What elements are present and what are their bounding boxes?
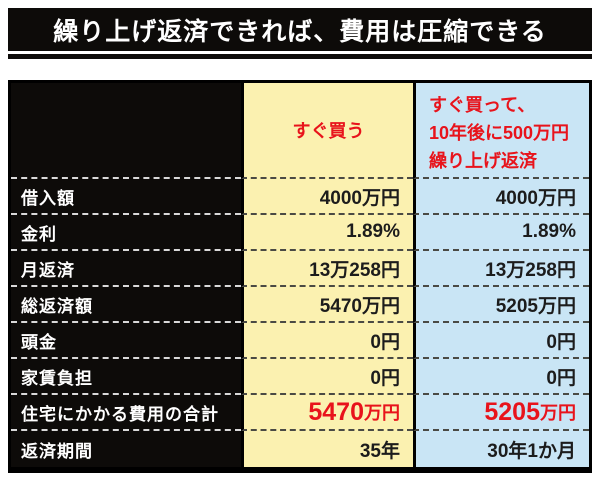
- value-early-repayment: 13万258円: [413, 251, 589, 287]
- value-buy-now: 0円: [241, 359, 413, 395]
- header-empty-cell: [11, 83, 241, 179]
- row-label: 家賃負担: [11, 359, 241, 395]
- value-buy-now: 0円: [241, 323, 413, 359]
- table-row-down-payment: 頭金 0円 0円: [11, 323, 589, 359]
- value-early-repayment: 0円: [413, 359, 589, 395]
- table-header-row: すぐ買う すぐ買って、 10年後に500万円 繰り上げ返済: [11, 83, 589, 179]
- value-buy-now: 13万258円: [241, 251, 413, 287]
- total-unit: 万円: [364, 403, 400, 423]
- value-buy-now: 4000万円: [241, 179, 413, 215]
- title-banner: 繰り上げ返済できれば、費用は圧縮できる: [0, 0, 600, 59]
- value-buy-now: 1.89%: [241, 215, 413, 251]
- table-row-rent-burden: 家賃負担 0円 0円: [11, 359, 589, 395]
- total-amount: 5205: [484, 397, 540, 426]
- value-buy-now: 35年: [241, 431, 413, 467]
- value-early-repayment-total: 5205 万円: [413, 395, 589, 431]
- column-header-buy-now: すぐ買う: [241, 83, 413, 179]
- table-row-interest-rate: 金利 1.89% 1.89%: [11, 215, 589, 251]
- row-label: 借入額: [11, 179, 241, 215]
- total-unit: 万円: [540, 403, 576, 423]
- row-label: 金利: [11, 215, 241, 251]
- row-label: 総返済額: [11, 287, 241, 323]
- comparison-table: すぐ買う すぐ買って、 10年後に500万円 繰り上げ返済 借入額 4000万円…: [8, 80, 592, 473]
- column-header-early-line-3: 繰り上げ返済: [429, 150, 537, 171]
- value-early-repayment: 0円: [413, 323, 589, 359]
- value-early-repayment: 1.89%: [413, 215, 589, 251]
- column-header-early-line-1: すぐ買って、: [429, 95, 536, 115]
- page-title: 繰り上げ返済できれば、費用は圧縮できる: [53, 17, 547, 46]
- value-early-repayment: 4000万円: [413, 179, 589, 215]
- value-buy-now-total: 5470 万円: [241, 395, 413, 431]
- row-label: 月返済: [11, 251, 241, 287]
- column-header-early-repayment: すぐ買って、 10年後に500万円 繰り上げ返済: [413, 83, 589, 179]
- value-early-repayment: 5205万円: [413, 287, 589, 323]
- title-shadow-bar: [8, 54, 592, 59]
- value-buy-now: 5470万円: [241, 287, 413, 323]
- table-row-monthly-repayment: 月返済 13万258円 13万258円: [11, 251, 589, 287]
- row-label: 住宅にかかる費用の合計: [11, 395, 241, 431]
- table-row-repayment-period: 返済期間 35年 30年1か月: [11, 431, 589, 467]
- value-early-repayment: 30年1か月: [413, 431, 589, 467]
- table-row-loan-amount: 借入額 4000万円 4000万円: [11, 179, 589, 215]
- row-label: 頭金: [11, 323, 241, 359]
- title-bar: 繰り上げ返済できれば、費用は圧縮できる: [8, 8, 592, 51]
- table-row-total-housing-cost: 住宅にかかる費用の合計 5470 万円 5205 万円: [11, 395, 589, 431]
- table-row-total-repayment: 総返済額 5470万円 5205万円: [11, 287, 589, 323]
- column-header-buy-now-label: すぐ買う: [292, 121, 365, 141]
- total-amount: 5470: [308, 397, 364, 426]
- row-label: 返済期間: [11, 431, 241, 467]
- column-header-early-line-2: 10年後に500万円: [429, 122, 570, 143]
